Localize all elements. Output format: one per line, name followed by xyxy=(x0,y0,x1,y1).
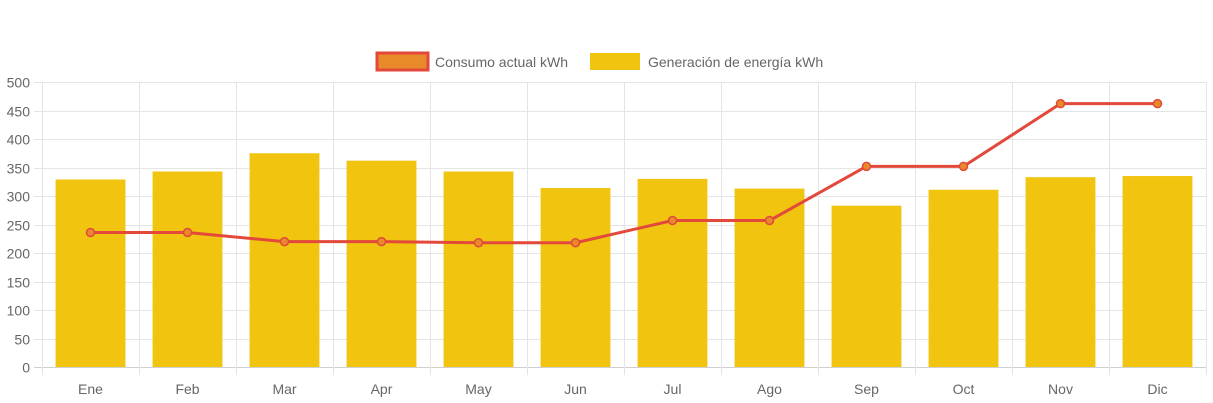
point-consumo xyxy=(764,215,775,226)
bars-series-generacion xyxy=(55,153,1193,367)
y-tick-label: 450 xyxy=(7,104,31,120)
point-consumo xyxy=(861,161,872,172)
legend-label-consumo: Consumo actual kWh xyxy=(435,54,568,70)
y-tick-label: 50 xyxy=(14,332,30,348)
bar-generacion xyxy=(152,171,223,367)
y-tick-label: 350 xyxy=(7,161,31,177)
bar-generacion xyxy=(249,153,320,367)
bar-generacion xyxy=(346,160,417,367)
x-tick-label: Ene xyxy=(78,381,103,397)
point-consumo xyxy=(958,161,969,172)
point-consumo xyxy=(667,215,678,226)
y-tick-label: 400 xyxy=(7,132,31,148)
x-tick-label: Sep xyxy=(854,381,879,397)
legend-label-generacion: Generación de energía kWh xyxy=(648,54,823,70)
bar-generacion xyxy=(1025,177,1096,367)
bar-generacion xyxy=(928,189,999,367)
y-tick-label: 200 xyxy=(7,246,31,262)
bar-generacion xyxy=(637,178,708,367)
x-tick-label: Jun xyxy=(564,381,587,397)
line-series-consumo xyxy=(85,98,1163,248)
y-tick-label: 150 xyxy=(7,275,31,291)
line-consumo xyxy=(90,102,1158,245)
x-tick-label: Nov xyxy=(1048,381,1073,397)
legend-swatch-consumo xyxy=(375,51,430,72)
point-consumo xyxy=(279,236,290,247)
bar-generacion xyxy=(734,188,805,367)
x-tick-label: May xyxy=(465,381,491,397)
point-consumo xyxy=(376,236,387,247)
y-tick-label: 100 xyxy=(7,303,31,319)
bar-generacion xyxy=(540,188,611,367)
y-tick-label: 300 xyxy=(7,189,31,205)
y-axis: 0 50 100 150 200 250 300 350 400 450 500 xyxy=(7,75,31,376)
x-tick-label: Feb xyxy=(175,381,199,397)
legend-swatch-generacion xyxy=(590,53,640,70)
y-tick-label: 500 xyxy=(7,75,31,91)
point-consumo xyxy=(570,237,581,248)
point-consumo xyxy=(1152,98,1163,109)
x-tick-label: Ago xyxy=(757,381,782,397)
bar-generacion xyxy=(55,179,126,367)
x-tick-label: Oct xyxy=(953,381,975,397)
point-consumo xyxy=(473,237,484,248)
x-tick-label: Apr xyxy=(371,381,393,397)
x-axis: Ene Feb Mar Apr May Jun Jul Ago Sep Oct Nov Dic xyxy=(78,381,1168,397)
point-consumo xyxy=(182,227,193,238)
x-tick-label: Mar xyxy=(272,381,296,397)
grid xyxy=(34,82,1207,375)
legend-item-generacion[interactable]: Generación de energía kWh xyxy=(590,53,823,70)
legend-item-consumo[interactable]: Consumo actual kWh xyxy=(375,51,568,72)
y-tick-label: 250 xyxy=(7,218,31,234)
bar-generacion xyxy=(443,171,514,367)
x-tick-label: Dic xyxy=(1147,381,1167,397)
point-consumo xyxy=(85,227,96,238)
x-tick-label: Jul xyxy=(664,381,682,397)
legend[interactable]: Consumo actual kWh Generación de energía… xyxy=(375,51,823,72)
point-consumo xyxy=(1055,98,1066,109)
bar-generacion xyxy=(831,205,902,367)
y-tick-label: 0 xyxy=(22,360,30,376)
bar-generacion xyxy=(1122,176,1193,367)
